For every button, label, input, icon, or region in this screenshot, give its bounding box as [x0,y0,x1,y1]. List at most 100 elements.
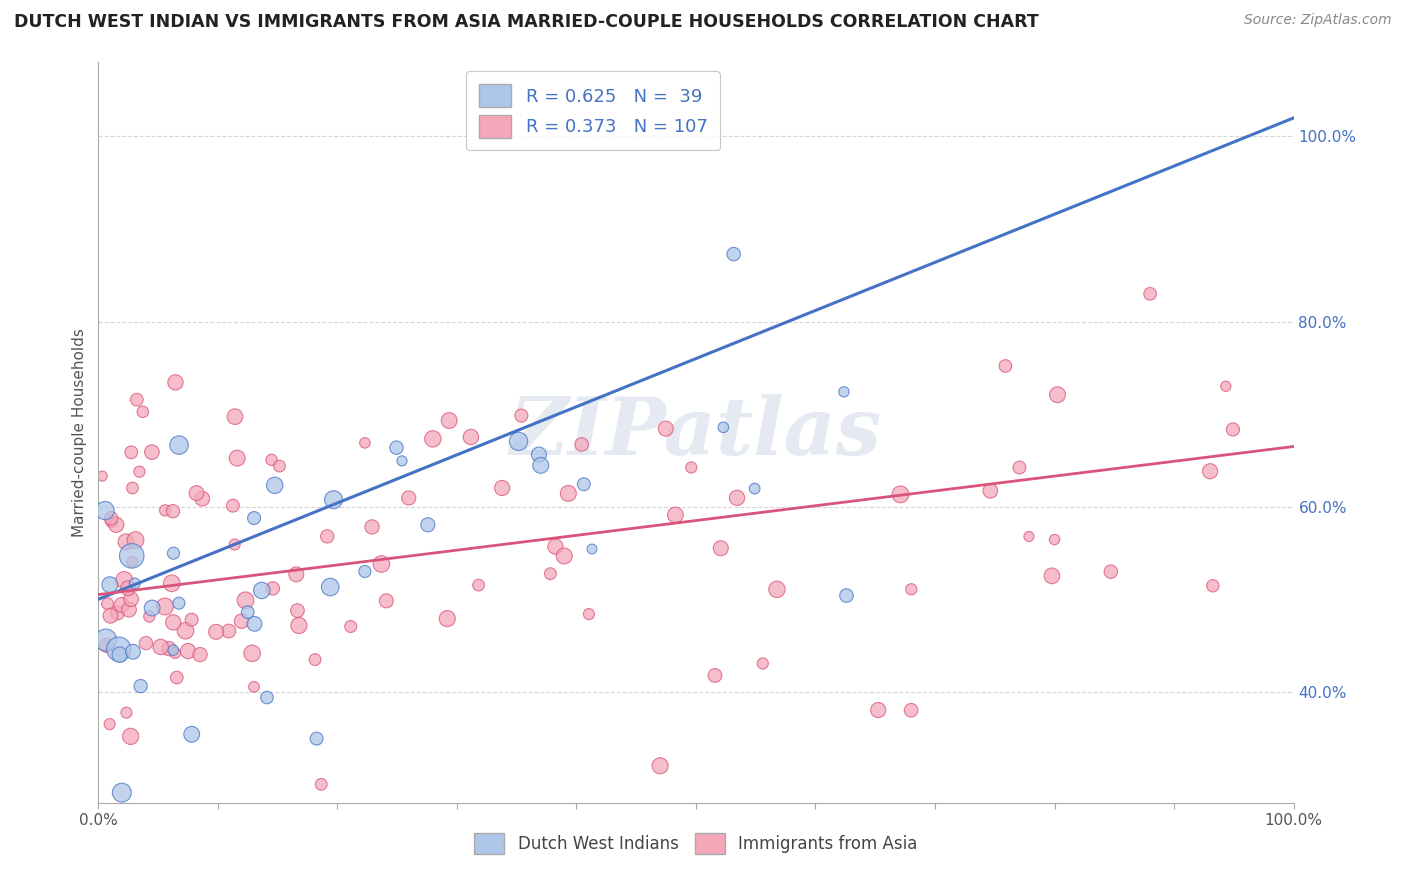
Point [120,730,142,744]
Point [571,437,593,451]
Point [422,432,444,446]
Point [319,580,342,594]
Point [752,657,775,671]
Point [900,582,922,597]
Point [224,409,246,424]
Point [120,592,142,607]
Point [263,478,285,492]
Point [530,458,553,473]
Point [260,452,283,467]
Point [316,529,339,543]
Point [180,613,202,627]
Point [305,731,328,746]
Point [115,706,138,720]
Point [96,639,118,653]
Point [218,624,240,638]
Point [149,640,172,654]
Point [1222,422,1244,436]
Text: DUTCH WEST INDIAN VS IMMIGRANTS FROM ASIA MARRIED-COUPLE HOUSEHOLDS CORRELATION : DUTCH WEST INDIAN VS IMMIGRANTS FROM ASI… [14,13,1039,31]
Point [288,618,311,632]
Point [167,438,190,452]
Point [117,581,139,595]
Point [94,503,117,517]
Point [91,469,114,483]
Y-axis label: Married-couple Households: Married-couple Households [72,328,87,537]
Point [979,483,1001,498]
Point [391,454,413,468]
Point [868,703,890,717]
Point [111,786,134,800]
Point [832,384,855,399]
Point [766,582,789,597]
Point [538,566,561,581]
Text: Source: ZipAtlas.com: Source: ZipAtlas.com [1244,13,1392,28]
Point [180,727,202,741]
Point [262,582,284,596]
Point [553,549,575,563]
Point [581,541,603,556]
Point [153,599,176,614]
Point [1139,286,1161,301]
Point [122,645,145,659]
Point [309,777,332,791]
Point [107,642,129,657]
Point [162,504,184,518]
Point [162,615,184,630]
Point [153,503,176,517]
Point [304,652,326,666]
Point [157,641,180,656]
Point [723,247,745,261]
Point [243,616,266,631]
Point [398,491,420,505]
Point [460,430,482,444]
Point [339,619,361,633]
Point [250,583,273,598]
Text: ZIPatlas: ZIPatlas [510,394,882,471]
Point [664,508,686,522]
Point [141,445,163,459]
Point [162,643,184,657]
Point [711,420,734,434]
Point [1199,464,1222,478]
Point [256,690,278,705]
Point [132,405,155,419]
Point [354,565,377,579]
Point [1215,379,1237,393]
Point [725,491,748,505]
Point [121,555,143,569]
Point [889,487,911,501]
Point [162,546,184,560]
Point [508,434,530,449]
Point [285,567,308,582]
Point [436,611,458,625]
Point [224,537,246,551]
Point [112,573,135,587]
Point [557,486,579,500]
Point [361,520,384,534]
Point [100,608,122,623]
Point [165,376,187,390]
Point [129,679,152,693]
Point [835,589,858,603]
Point [240,646,263,660]
Point [375,594,398,608]
Point [354,436,377,450]
Point [1018,529,1040,543]
Point [648,758,672,772]
Point [1008,460,1031,475]
Point [98,577,121,591]
Point [121,481,143,495]
Point [467,578,489,592]
Point [681,460,703,475]
Point [322,492,344,507]
Point [125,392,148,407]
Point [135,636,157,650]
Point [1202,579,1225,593]
Point [527,448,550,462]
Point [174,624,197,638]
Point [900,703,922,717]
Point [226,451,249,466]
Point [98,717,121,731]
Point [1043,533,1066,547]
Point [191,491,214,506]
